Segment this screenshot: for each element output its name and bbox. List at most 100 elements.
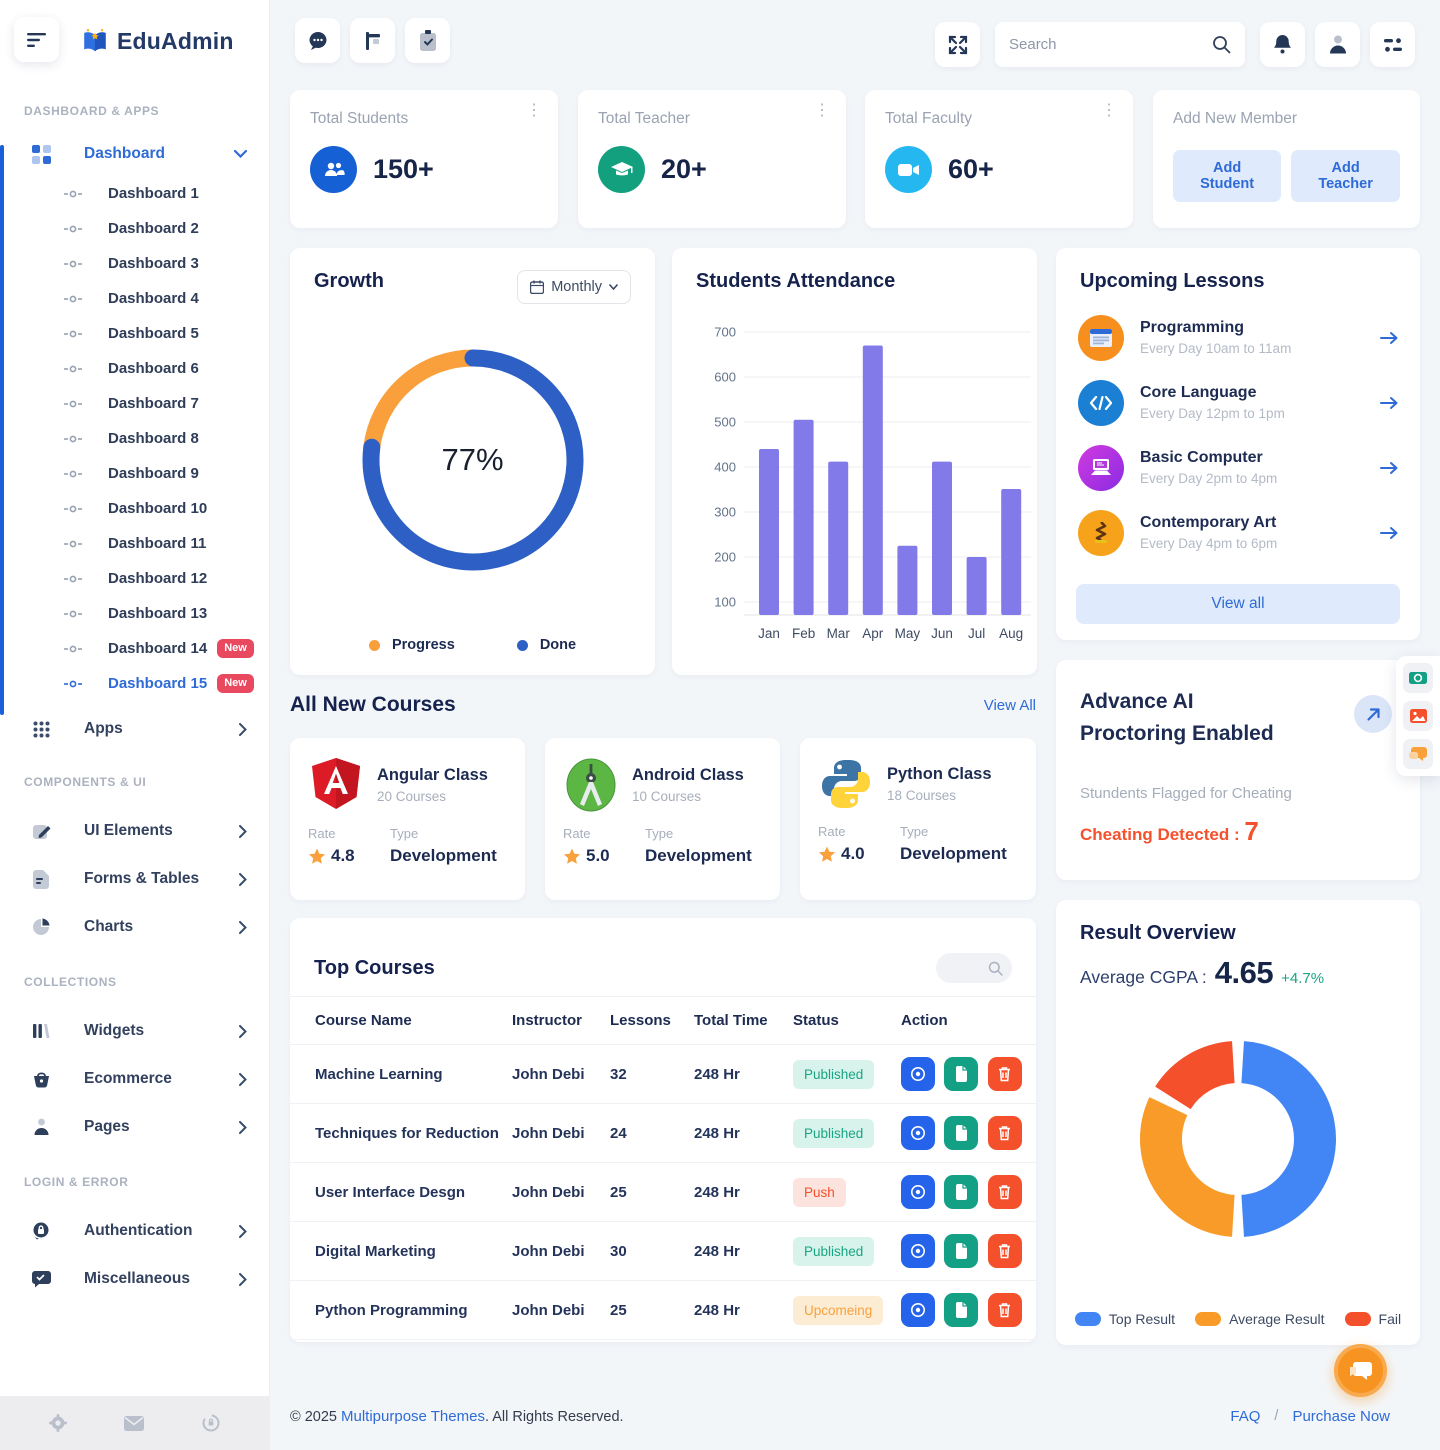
card-menu-button[interactable]: ⋮: [814, 102, 830, 119]
delete-button[interactable]: [987, 1175, 1022, 1209]
milestone-shortcut-button[interactable]: [350, 18, 395, 63]
sidebar-item-ecommerce[interactable]: Ecommerce: [0, 1055, 269, 1103]
card-menu-button[interactable]: ⋮: [1101, 102, 1117, 119]
view-button[interactable]: [901, 1116, 935, 1150]
image-tool-button[interactable]: [1403, 701, 1433, 731]
camera-tool-button[interactable]: [1403, 663, 1433, 693]
profile-button[interactable]: [1315, 22, 1360, 67]
chat-fab-button[interactable]: [1334, 1344, 1387, 1397]
radio-dot-icon: [64, 260, 82, 267]
sidebar-item-dashboard-8[interactable]: Dashboard 8: [0, 421, 269, 456]
course-count: 10 Courses: [632, 789, 702, 804]
screen-lock-icon[interactable]: [202, 1414, 220, 1432]
sidebar-item-charts[interactable]: Charts: [0, 903, 269, 951]
tasks-shortcut-button[interactable]: [405, 18, 450, 63]
courses-view-all-link[interactable]: View All: [983, 696, 1036, 714]
course-card-python[interactable]: Python Class 18 Courses Rate 4.0 Type De…: [800, 738, 1036, 900]
file-button[interactable]: [944, 1175, 979, 1209]
file-button[interactable]: [944, 1116, 979, 1150]
sliders-icon: [1383, 37, 1402, 52]
mail-icon[interactable]: [124, 1415, 145, 1431]
lesson-item-programming[interactable]: Programming Every Day 10am to 11am: [1056, 305, 1420, 370]
multipurpose-themes-link[interactable]: Multipurpose Themes: [341, 1408, 485, 1425]
faq-link[interactable]: FAQ: [1230, 1408, 1261, 1425]
sidebar-item-forms-tables[interactable]: Forms & Tables: [0, 855, 269, 903]
sidebar-item-miscellaneous[interactable]: Miscellaneous: [0, 1255, 269, 1303]
sidebar-item-dashboard-10[interactable]: Dashboard 10: [0, 491, 269, 526]
lessons-view-all-button[interactable]: View all: [1076, 584, 1400, 624]
sidebar-item-dashboard-13[interactable]: Dashboard 13: [0, 596, 269, 631]
course-rate: Rate 4.0: [818, 824, 865, 863]
purchase-now-link[interactable]: Purchase Now: [1292, 1408, 1390, 1425]
add-teacher-button[interactable]: Add Teacher: [1291, 150, 1400, 202]
svg-text:100: 100: [714, 595, 736, 610]
view-button[interactable]: [901, 1293, 935, 1327]
table-row[interactable]: Techniques for Reduction John Debi 24 24…: [290, 1104, 1036, 1163]
sidebar-item-dashboard-15[interactable]: Dashboard 15 New: [0, 666, 269, 701]
progress-dot: [368, 639, 380, 651]
view-button[interactable]: [901, 1175, 935, 1209]
view-button[interactable]: [901, 1234, 935, 1268]
arrow-right-icon[interactable]: [1380, 396, 1398, 410]
notifications-button[interactable]: [1260, 22, 1305, 67]
sidebar-item-dashboard-4[interactable]: Dashboard 4: [0, 281, 269, 316]
search-icon[interactable]: [1212, 35, 1231, 54]
sidebar-item-ui-elements[interactable]: UI Elements: [0, 807, 269, 855]
sidebar-item-dashboard-14[interactable]: Dashboard 14 New: [0, 631, 269, 666]
lesson-item-contemporary-art[interactable]: Contemporary Art Every Day 4pm to 6pm: [1056, 500, 1420, 565]
sidebar-item-label: Dashboard 3: [108, 255, 199, 272]
delete-button[interactable]: [987, 1293, 1022, 1327]
sidebar-item-label: Dashboard 5: [108, 325, 199, 342]
sidebar-item-dashboard-11[interactable]: Dashboard 11: [0, 526, 269, 561]
lesson-item-core-language[interactable]: Core Language Every Day 12pm to 1pm: [1056, 370, 1420, 435]
sidebar-item-label: Dashboard 13: [108, 605, 208, 622]
delete-button[interactable]: [987, 1057, 1022, 1091]
sidebar-item-dashboard-2[interactable]: Dashboard 2: [0, 211, 269, 246]
sidebar-toggle-button[interactable]: [14, 17, 59, 62]
table-row[interactable]: Python Programming John Debi 25 248 Hr U…: [290, 1281, 1036, 1340]
trash-icon: [999, 1185, 1011, 1200]
file-button[interactable]: [944, 1234, 979, 1268]
sidebar-item-authentication[interactable]: Authentication: [0, 1207, 269, 1255]
app-logo[interactable]: EduAdmin: [80, 26, 234, 56]
lessons-title: Upcoming Lessons: [1080, 270, 1265, 292]
arrow-right-icon[interactable]: [1380, 461, 1398, 475]
file-button[interactable]: [944, 1293, 979, 1327]
file-button[interactable]: [944, 1057, 979, 1091]
sidebar-item-pages[interactable]: Pages: [0, 1103, 269, 1151]
arrow-right-icon[interactable]: [1380, 526, 1398, 540]
sidebar-item-apps[interactable]: Apps: [0, 707, 269, 751]
card-menu-button[interactable]: ⋮: [526, 102, 542, 119]
chat-shortcut-button[interactable]: [295, 18, 340, 63]
table-search-button[interactable]: [936, 953, 1012, 983]
arrow-right-icon[interactable]: [1380, 331, 1398, 345]
sidebar-item-dashboard-7[interactable]: Dashboard 7: [0, 386, 269, 421]
delete-button[interactable]: [987, 1234, 1022, 1268]
add-student-button[interactable]: Add Student: [1173, 150, 1282, 202]
svg-text:400: 400: [714, 460, 736, 475]
table-row[interactable]: Digital Marketing John Debi 30 248 Hr Pu…: [290, 1222, 1036, 1281]
sidebar-item-dashboard-1[interactable]: Dashboard 1: [0, 176, 269, 211]
table-row[interactable]: User Interface Desgn John Debi 25 248 Hr…: [290, 1163, 1036, 1222]
view-button[interactable]: [901, 1057, 935, 1091]
sidebar-item-dashboard-9[interactable]: Dashboard 9: [0, 456, 269, 491]
lesson-item-basic-computer[interactable]: Basic Computer Every Day 2pm to 4pm: [1056, 435, 1420, 500]
sidebar-item-dashboard-6[interactable]: Dashboard 6: [0, 351, 269, 386]
sidebar-item-dashboard-5[interactable]: Dashboard 5: [0, 316, 269, 351]
sidebar-item-dashboard[interactable]: Dashboard: [0, 132, 269, 176]
ai-proctoring-card: Advance AI Proctoring Enabled Stundents …: [1056, 660, 1420, 880]
proctoring-expand-button[interactable]: [1354, 695, 1392, 733]
course-card-android[interactable]: Android Class 10 Courses Rate 5.0 Type D…: [545, 738, 780, 900]
delete-button[interactable]: [987, 1116, 1022, 1150]
course-card-angular[interactable]: Angular Class 20 Courses Rate 4.8 Type D…: [290, 738, 525, 900]
chat-tool-button[interactable]: [1403, 739, 1433, 769]
settings-panel-button[interactable]: [1370, 22, 1415, 67]
search-input[interactable]: [1009, 36, 1212, 53]
fullscreen-button[interactable]: [935, 22, 980, 67]
sidebar-item-dashboard-12[interactable]: Dashboard 12: [0, 561, 269, 596]
sidebar-item-dashboard-3[interactable]: Dashboard 3: [0, 246, 269, 281]
sidebar-item-widgets[interactable]: Widgets: [0, 1007, 269, 1055]
table-row[interactable]: Machine Learning John Debi 32 248 Hr Pub…: [290, 1045, 1036, 1104]
growth-period-select[interactable]: Monthly: [517, 270, 631, 304]
settings-gear-icon[interactable]: [48, 1414, 67, 1432]
